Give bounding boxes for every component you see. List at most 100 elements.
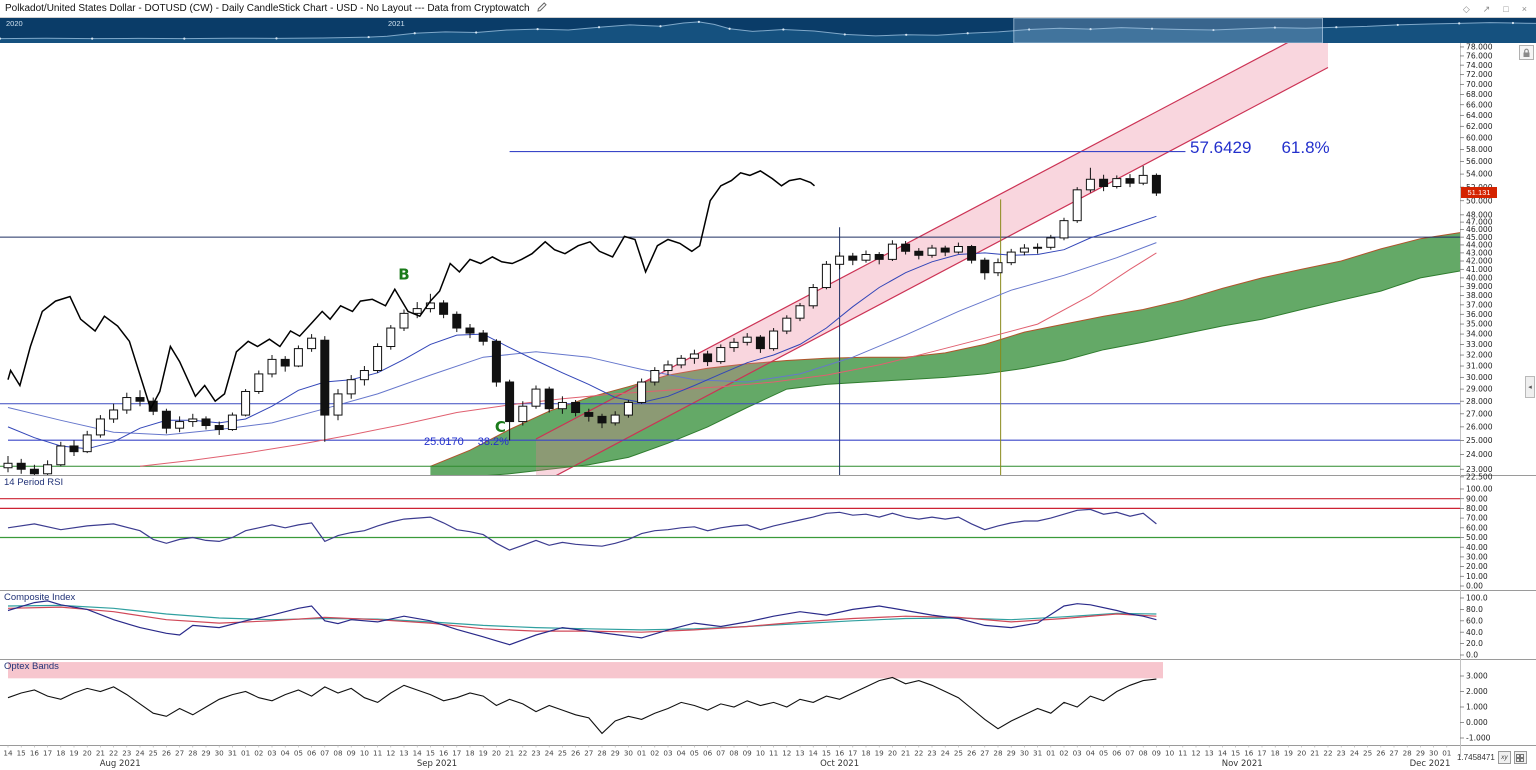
- price-chart-canvas[interactable]: B C 78.00076.00074.00072.00070.00068.00066…: [0, 43, 1536, 770]
- svg-text:19: 19: [875, 749, 885, 758]
- nav-year-2020: 2020: [6, 19, 23, 28]
- svg-text:11: 11: [1178, 749, 1187, 758]
- svg-text:60.00: 60.00: [1466, 523, 1488, 532]
- svg-text:05: 05: [690, 749, 699, 758]
- svg-text:50.000: 50.000: [1466, 196, 1493, 205]
- collapse-axis-icon[interactable]: ◂: [1525, 376, 1535, 398]
- svg-text:Sep 2021: Sep 2021: [417, 759, 457, 769]
- svg-text:27: 27: [980, 749, 989, 758]
- svg-text:80.00: 80.00: [1466, 504, 1488, 513]
- svg-text:26: 26: [1376, 749, 1386, 758]
- svg-text:40.0: 40.0: [1466, 628, 1483, 637]
- xy-axis-button[interactable]: xy: [1497, 751, 1511, 764]
- svg-text:3.000: 3.000: [1466, 672, 1488, 681]
- pin-icon[interactable]: ◇: [1462, 3, 1470, 14]
- svg-text:09: 09: [347, 749, 357, 758]
- svg-text:0.000: 0.000: [1466, 718, 1488, 727]
- svg-text:03: 03: [267, 749, 276, 758]
- svg-text:08: 08: [1139, 749, 1149, 758]
- popout-icon[interactable]: ↗: [1482, 3, 1491, 14]
- fib-618-price: 57.6429: [1190, 138, 1252, 157]
- grid-button[interactable]: [1513, 751, 1527, 764]
- svg-text:14: 14: [1218, 749, 1228, 758]
- svg-text:07: 07: [1125, 749, 1134, 758]
- svg-text:40.00: 40.00: [1466, 543, 1488, 552]
- svg-text:22: 22: [518, 749, 527, 758]
- svg-text:28: 28: [597, 749, 607, 758]
- svg-text:26: 26: [162, 749, 172, 758]
- fib-382-label[interactable]: 25.0170 38.2%: [424, 436, 509, 448]
- svg-text:15: 15: [822, 749, 831, 758]
- chart-area[interactable]: B C 78.000 76.000 74.000 72.000 70.000 68.000 66…: [0, 43, 1536, 770]
- svg-text:B: B: [398, 266, 409, 284]
- svg-text:50.00: 50.00: [1466, 533, 1488, 542]
- svg-text:02: 02: [1059, 749, 1068, 758]
- svg-text:04: 04: [281, 749, 291, 758]
- close-icon[interactable]: ×: [1521, 3, 1527, 14]
- svg-text:14: 14: [809, 749, 819, 758]
- svg-text:01: 01: [637, 749, 646, 758]
- edit-pencil-icon[interactable]: [536, 2, 547, 15]
- lock-icon[interactable]: [1519, 45, 1534, 60]
- fib-618-pct: 61.8%: [1281, 138, 1330, 157]
- svg-text:23: 23: [1337, 749, 1346, 758]
- svg-text:56.000: 56.000: [1466, 157, 1493, 166]
- svg-text:18: 18: [1271, 749, 1281, 758]
- optex-panel-title: Optex Bands: [4, 661, 59, 672]
- svg-text:30: 30: [215, 749, 225, 758]
- svg-text:22: 22: [914, 749, 923, 758]
- svg-text:74.000: 74.000: [1466, 61, 1493, 70]
- svg-text:80.0: 80.0: [1466, 605, 1483, 614]
- svg-text:15: 15: [1231, 749, 1240, 758]
- maximize-icon[interactable]: □: [1503, 3, 1509, 14]
- svg-text:68.000: 68.000: [1466, 90, 1493, 99]
- svg-text:12: 12: [1191, 749, 1200, 758]
- svg-text:24: 24: [1350, 749, 1360, 758]
- svg-text:38.000: 38.000: [1466, 291, 1493, 300]
- svg-text:10: 10: [1165, 749, 1175, 758]
- svg-text:17: 17: [848, 749, 857, 758]
- svg-text:01: 01: [1046, 749, 1055, 758]
- svg-text:Aug 2021: Aug 2021: [100, 759, 141, 769]
- svg-text:22: 22: [109, 749, 118, 758]
- timeline-navigator[interactable]: 2020 2021: [0, 17, 1536, 44]
- svg-text:27: 27: [175, 749, 184, 758]
- svg-text:27: 27: [1389, 749, 1398, 758]
- window-controls: ◇ ↗ □ ×: [1463, 0, 1536, 18]
- fib-618-label[interactable]: 57.6429 61.8%: [1190, 138, 1330, 158]
- svg-text:1.000: 1.000: [1466, 703, 1488, 712]
- svg-text:15: 15: [17, 749, 26, 758]
- svg-text:06: 06: [703, 749, 713, 758]
- svg-text:60.000: 60.000: [1466, 133, 1493, 142]
- svg-text:20: 20: [492, 749, 502, 758]
- svg-text:19: 19: [69, 749, 79, 758]
- svg-text:46.000: 46.000: [1466, 225, 1493, 234]
- svg-text:01: 01: [1442, 749, 1451, 758]
- svg-text:04: 04: [1086, 749, 1096, 758]
- svg-text:31.000: 31.000: [1466, 362, 1493, 371]
- svg-text:20.00: 20.00: [1466, 562, 1488, 571]
- svg-text:06: 06: [307, 749, 317, 758]
- svg-text:29: 29: [201, 749, 211, 758]
- composite-panel-title: Composite Index: [4, 592, 76, 603]
- svg-text:-1.000: -1.000: [1466, 734, 1491, 743]
- svg-text:08: 08: [333, 749, 343, 758]
- svg-text:10: 10: [756, 749, 766, 758]
- svg-text:32.000: 32.000: [1466, 351, 1493, 360]
- svg-text:20: 20: [888, 749, 898, 758]
- svg-text:34.000: 34.000: [1466, 330, 1493, 339]
- svg-text:16: 16: [30, 749, 40, 758]
- svg-text:07: 07: [320, 749, 329, 758]
- svg-text:25: 25: [954, 749, 963, 758]
- svg-text:20.0: 20.0: [1466, 639, 1483, 648]
- svg-text:62.000: 62.000: [1466, 122, 1493, 131]
- svg-text:37.000: 37.000: [1466, 300, 1493, 309]
- status-value: 1.7458471: [1457, 753, 1495, 762]
- svg-text:58.000: 58.000: [1466, 145, 1493, 154]
- window-title: Polkadot/United States Dollar - DOTUSD (…: [5, 3, 530, 14]
- svg-text:10.00: 10.00: [1466, 572, 1488, 581]
- svg-text:09: 09: [1152, 749, 1162, 758]
- svg-text:28: 28: [188, 749, 198, 758]
- navigator-canvas[interactable]: [0, 17, 1536, 44]
- svg-text:18: 18: [861, 749, 871, 758]
